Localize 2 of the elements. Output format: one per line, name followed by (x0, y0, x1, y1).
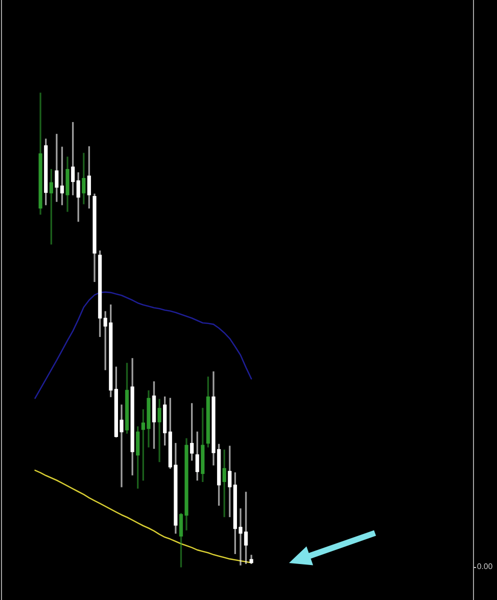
text: 0.00 (477, 562, 494, 572)
candlestick (158, 398, 162, 462)
